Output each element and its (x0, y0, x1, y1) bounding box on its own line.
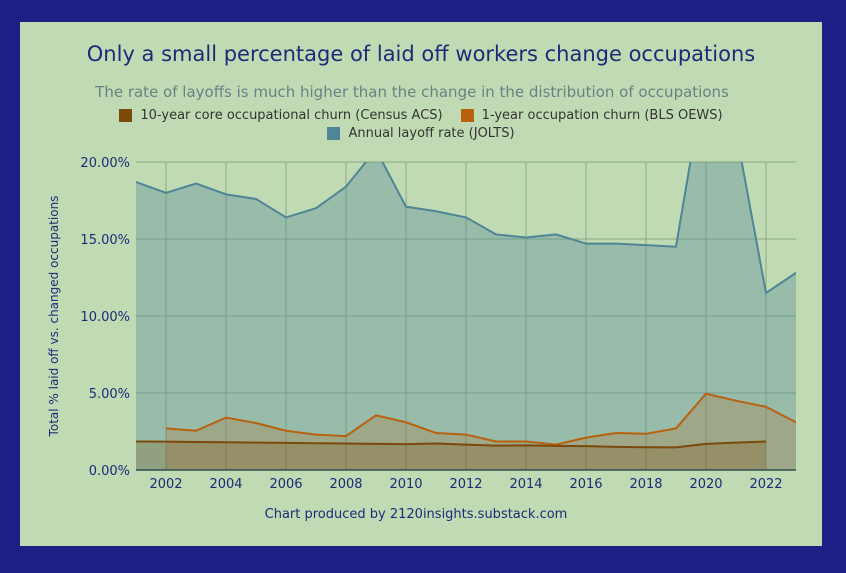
legend-item-bls[interactable]: 1-year occupation churn (BLS OEWS) (460, 108, 723, 123)
legend-row-1: 10-year core occupational churn (Census … (20, 108, 822, 123)
x-tick-label: 2008 (329, 477, 362, 492)
legend-label-census: 10-year core occupational churn (Census … (140, 108, 443, 123)
area-fill-series-0 (136, 441, 766, 470)
legend-row-2: Annual layoff rate (JOLTS) (20, 126, 822, 141)
legend-item-jolts[interactable]: Annual layoff rate (JOLTS) (327, 126, 515, 141)
chart-title: Only a small percentage of laid off work… (86, 42, 756, 66)
axis-layer: 2002 2004 2006 2008 2010 2012 2014 2016 2018 2020… (80, 156, 796, 492)
y-axis-label: Total % laid off vs. changed occupations (47, 196, 61, 438)
x-tick-label: 2022 (749, 477, 782, 492)
line-layer (136, 70, 796, 449)
y-tick-label: 5.00% (89, 387, 130, 402)
legend-label-bls: 1-year occupation churn (BLS OEWS) (481, 108, 723, 123)
legend-item-census[interactable]: 10-year core occupational churn (Census … (119, 108, 443, 123)
x-tick-label: 2014 (509, 477, 542, 492)
legend-swatch-census (119, 109, 133, 122)
x-tick-label: 2002 (149, 477, 182, 492)
area-fill-series-2 (136, 162, 796, 470)
y-tick-label: 15.00% (80, 233, 130, 248)
y-tick-label: 0.00% (89, 464, 130, 479)
x-tick-label: 2018 (629, 477, 662, 492)
y-tick-label: 10.00% (80, 310, 130, 325)
line-series-2[interactable] (136, 70, 796, 295)
area-layer (136, 162, 796, 470)
chart-panel: Only a small percentage of laid off work… (20, 22, 822, 546)
area-fill-series-1 (166, 393, 796, 470)
legend-swatch-jolts (327, 127, 341, 140)
legend-swatch-bls (460, 109, 474, 122)
chart-subtitle: The rate of layoffs is much higher than … (95, 83, 729, 101)
x-tick-label: 2016 (569, 477, 602, 492)
x-tick-label: 2010 (389, 477, 422, 492)
legend-label-jolts: Annual layoff rate (JOLTS) (348, 126, 515, 141)
x-tick-label: 2012 (449, 477, 482, 492)
x-tick-label: 2006 (269, 477, 302, 492)
x-tick-label: 2004 (209, 477, 242, 492)
chart-footer-credit: Chart produced by 2120insights.substack.… (265, 507, 568, 522)
line-series-0[interactable] (136, 440, 767, 449)
line-series-1[interactable] (165, 392, 796, 446)
chart-plot-svg: 2002 2004 2006 2008 2010 2012 2014 2016 2018 2020… (47, 70, 796, 522)
y-tick-label: 20.00% (80, 156, 130, 171)
x-tick-label: 2020 (689, 477, 722, 492)
